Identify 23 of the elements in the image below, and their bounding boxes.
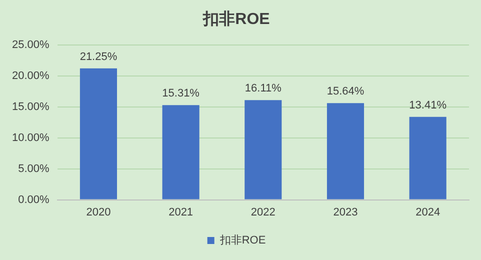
bar bbox=[326, 103, 364, 200]
x-tick-label: 2023 bbox=[333, 206, 358, 218]
data-label: 21.25% bbox=[80, 50, 118, 63]
data-label: 13.41% bbox=[409, 99, 447, 112]
x-tick-label: 2020 bbox=[86, 206, 111, 218]
bar bbox=[162, 105, 200, 200]
data-label: 15.31% bbox=[162, 88, 200, 100]
bar bbox=[80, 68, 118, 200]
bar bbox=[409, 116, 446, 200]
y-tick-label: 25.00% bbox=[12, 39, 50, 52]
legend-label: 扣非ROE bbox=[218, 234, 266, 247]
y-tick-label: 15.00% bbox=[12, 101, 50, 114]
y-tick-label: 0.00% bbox=[18, 194, 50, 206]
y-tick-label: 5.00% bbox=[18, 162, 50, 175]
bar bbox=[244, 100, 282, 200]
data-label: 16.11% bbox=[244, 82, 282, 95]
y-tick-label: 20.00% bbox=[12, 70, 50, 82]
chart-title: 扣非ROE bbox=[202, 10, 270, 28]
y-tick-label: 10.00% bbox=[12, 132, 50, 144]
x-tick-label: 2021 bbox=[168, 206, 194, 218]
x-tick-label: 2022 bbox=[250, 206, 276, 218]
data-label: 15.64% bbox=[326, 86, 364, 98]
x-tick-label: 2024 bbox=[416, 206, 440, 218]
